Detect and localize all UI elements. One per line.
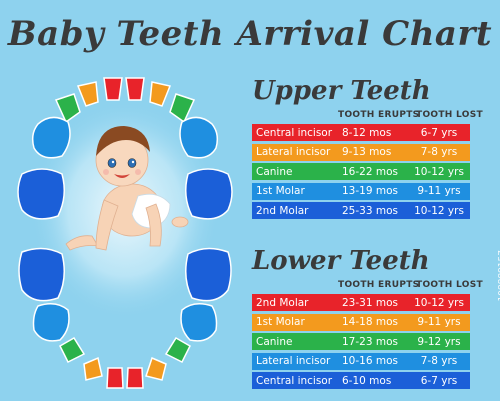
lower-teeth xyxy=(18,247,232,389)
table-row: Central incisor 6-10 mos 6-7 yrs xyxy=(252,372,470,389)
table-row: Lateral incisor 10-16 mos 7-8 yrs xyxy=(252,352,470,370)
cell-lost: 10-12 yrs xyxy=(414,296,464,309)
table-row: 2nd Molar 25-33 mos 10-12 yrs xyxy=(252,202,470,219)
cell-tooth: Lateral incisor xyxy=(256,355,331,367)
lower-col-lost: TOOTH LOST xyxy=(416,280,483,290)
lower-col-erupts: TOOTH ERUPTS xyxy=(338,280,420,290)
upper-lateral-incisor-right xyxy=(149,81,172,107)
lower-central-incisor-left xyxy=(106,367,124,389)
cell-erupts: 13-19 mos xyxy=(342,185,398,197)
upper-canine-left xyxy=(54,93,81,124)
lower-second-molar-left xyxy=(18,247,65,302)
cell-erupts: 25-33 mos xyxy=(342,204,398,217)
upper-second-molar-right xyxy=(185,168,233,220)
lower-lateral-incisor-right xyxy=(145,356,167,381)
cell-tooth: Central incisor xyxy=(256,374,333,387)
teeth-arch-illustration xyxy=(17,77,233,389)
lower-canine-left xyxy=(59,336,86,364)
cell-tooth: 1st Molar xyxy=(256,316,305,328)
baby-eye-left xyxy=(107,158,117,168)
table-row: Canine 17-23 mos 9-12 yrs xyxy=(252,333,470,350)
table-row: 2nd Molar 23-31 mos 10-12 yrs xyxy=(252,294,470,311)
upper-col-lost: TOOTH LOST xyxy=(416,110,483,120)
upper-teeth-heading: Upper Teeth xyxy=(252,76,431,106)
cell-erupts: 14-18 mos xyxy=(342,316,398,328)
cell-erupts: 8-12 mos xyxy=(342,126,392,139)
cell-lost: 7-8 yrs xyxy=(420,355,458,367)
lower-teeth-heading: Lower Teeth xyxy=(252,246,430,276)
table-row: 1st Molar 13-19 mos 9-11 yrs xyxy=(252,182,470,200)
cell-erupts: 16-22 mos xyxy=(342,165,398,178)
cell-lost: 9-11 yrs xyxy=(417,185,461,197)
lower-second-molar-right xyxy=(185,247,232,302)
baby-hair xyxy=(96,126,150,156)
cell-lost: 10-12 yrs xyxy=(414,204,464,217)
lower-first-molar-right xyxy=(180,303,218,342)
page-title: Baby Teeth Arrival Chart xyxy=(7,14,493,54)
cell-tooth: Canine xyxy=(256,165,293,178)
cell-erupts: 10-16 mos xyxy=(342,355,398,367)
cell-tooth: 2nd Molar xyxy=(256,296,309,309)
table-row: 1st Molar 14-18 mos 9-11 yrs xyxy=(252,313,470,331)
cell-erupts: 6-10 mos xyxy=(342,374,392,387)
lower-canine-right xyxy=(164,336,191,364)
baby-arm-left xyxy=(95,199,119,251)
cell-lost: 9-12 yrs xyxy=(417,335,461,348)
baby-mouth xyxy=(114,174,130,178)
upper-second-molar-left xyxy=(17,168,65,220)
baby-illustration xyxy=(65,126,189,251)
baby-arm-right xyxy=(145,203,162,247)
upper-central-incisor-left xyxy=(103,77,123,101)
cell-tooth: 1st Molar xyxy=(256,185,305,197)
table-row: Central incisor 8-12 mos 6-7 yrs xyxy=(252,124,470,141)
upper-central-incisor-right xyxy=(125,77,145,101)
cell-tooth: Canine xyxy=(256,335,293,348)
baby-eye-right xyxy=(127,158,137,168)
cell-tooth: 2nd Molar xyxy=(256,204,309,217)
cell-lost: 9-11 yrs xyxy=(417,316,461,328)
cell-erupts: 17-23 mos xyxy=(342,335,398,348)
table-row: Canine 16-22 mos 10-12 yrs xyxy=(252,163,470,180)
cell-tooth: Lateral incisor xyxy=(256,146,331,158)
lower-lateral-incisor-left xyxy=(83,356,103,381)
cell-tooth: Central incisor xyxy=(256,126,333,139)
cell-lost: 6-7 yrs xyxy=(420,126,458,139)
lower-central-incisor-right xyxy=(126,367,144,389)
baby-leg-left xyxy=(65,235,99,251)
upper-col-erupts: TOOTH ERUPTS xyxy=(338,110,420,120)
lower-first-molar-left xyxy=(32,303,70,342)
cell-erupts: 23-31 mos xyxy=(342,296,398,309)
upper-first-molar-left xyxy=(31,116,71,159)
upper-lateral-incisor-left xyxy=(76,81,99,107)
cell-lost: 10-12 yrs xyxy=(414,165,464,178)
baby-foot-right xyxy=(171,216,189,228)
cell-lost: 7-8 yrs xyxy=(420,146,458,158)
upper-teeth-table: Central incisor 8-12 mos 6-7 yrs Lateral in… xyxy=(252,124,470,222)
upper-teeth xyxy=(17,77,233,220)
cell-lost: 6-7 yrs xyxy=(420,374,458,387)
lower-teeth-table: 2nd Molar 23-31 mos 10-12 yrs 1st Molar 14-1… xyxy=(252,294,470,392)
upper-first-molar-right xyxy=(179,116,219,159)
cell-erupts: 9-13 mos xyxy=(342,146,392,158)
table-row: Lateral incisor 9-13 mos 7-8 yrs xyxy=(252,143,470,161)
